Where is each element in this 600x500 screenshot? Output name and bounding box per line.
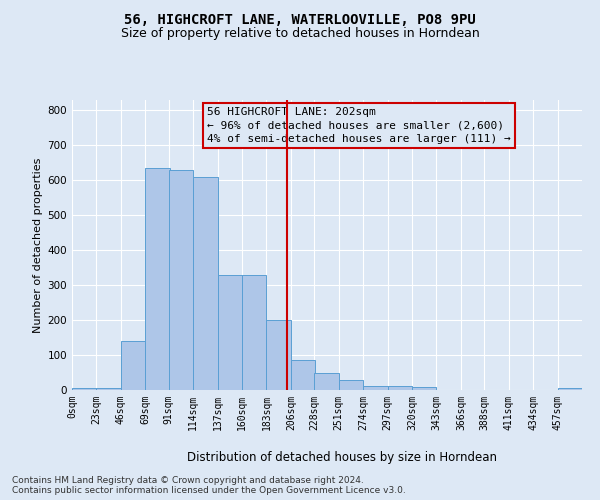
Text: 56, HIGHCROFT LANE, WATERLOOVILLE, PO8 9PU: 56, HIGHCROFT LANE, WATERLOOVILLE, PO8 9… bbox=[124, 12, 476, 26]
Bar bbox=[193, 177, 218, 390]
Bar bbox=[412, 386, 436, 390]
Y-axis label: Number of detached properties: Number of detached properties bbox=[34, 158, 43, 332]
Bar bbox=[97, 388, 121, 390]
Bar bbox=[363, 386, 388, 390]
Bar bbox=[338, 380, 363, 390]
Bar bbox=[218, 274, 242, 390]
Text: Size of property relative to detached houses in Horndean: Size of property relative to detached ho… bbox=[121, 28, 479, 40]
Bar bbox=[145, 168, 170, 390]
Bar bbox=[388, 386, 412, 390]
Bar bbox=[557, 388, 582, 390]
Bar bbox=[169, 170, 193, 390]
Bar bbox=[121, 341, 145, 390]
Bar bbox=[291, 360, 316, 390]
Bar bbox=[266, 320, 291, 390]
Bar bbox=[72, 388, 97, 390]
Text: 56 HIGHCROFT LANE: 202sqm
← 96% of detached houses are smaller (2,600)
4% of sem: 56 HIGHCROFT LANE: 202sqm ← 96% of detac… bbox=[207, 108, 511, 144]
Text: Distribution of detached houses by size in Horndean: Distribution of detached houses by size … bbox=[187, 451, 497, 464]
Text: Contains HM Land Registry data © Crown copyright and database right 2024.
Contai: Contains HM Land Registry data © Crown c… bbox=[12, 476, 406, 495]
Bar bbox=[242, 274, 266, 390]
Bar bbox=[314, 372, 338, 390]
